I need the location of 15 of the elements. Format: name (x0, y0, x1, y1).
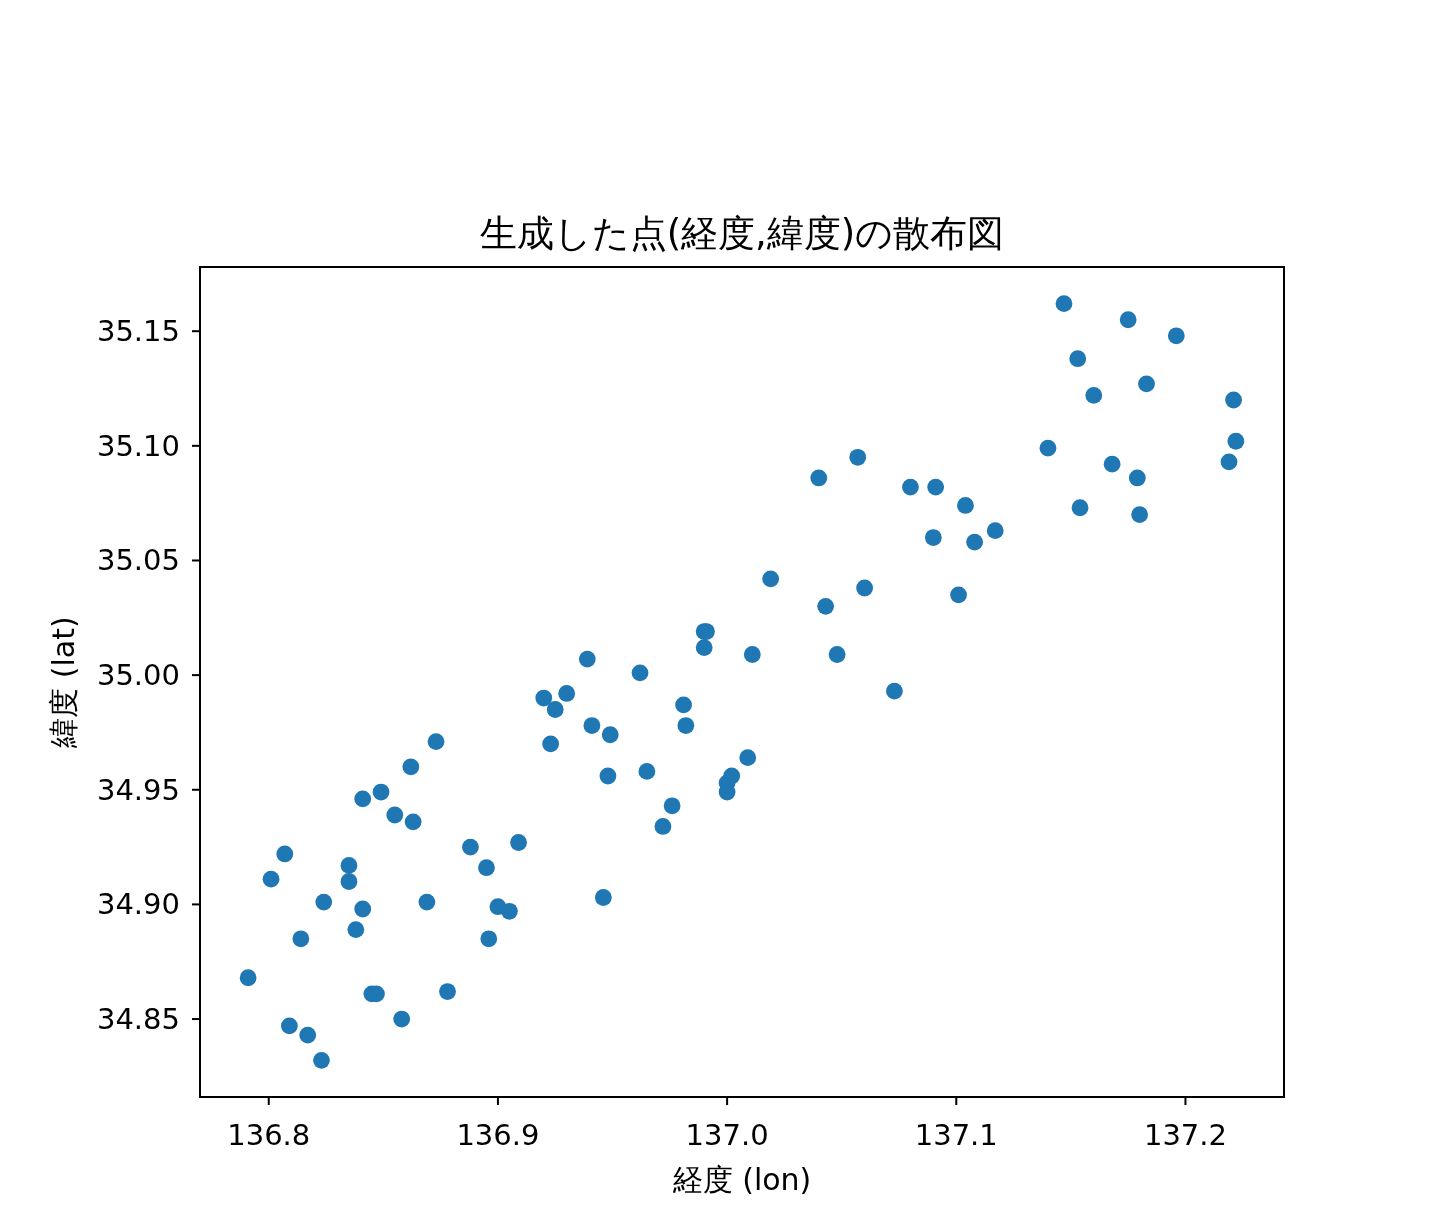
y-tick-label: 34.85 (96, 1002, 180, 1037)
y-tick-label: 35.15 (96, 314, 180, 349)
y-tick-label: 35.00 (96, 658, 180, 693)
y-axis-title: 緯度 (lat) (46, 616, 81, 748)
x-tick-label: 136.8 (227, 1118, 311, 1152)
x-axis-title: 経度 (lon) (672, 1162, 812, 1197)
y-tick-label: 34.90 (96, 887, 180, 922)
x-tick-label: 137.1 (914, 1118, 998, 1152)
x-tick-label: 137.0 (685, 1118, 769, 1152)
title: 生成した点(経度,緯度)の散布図 (479, 212, 1005, 255)
x-tick-label: 136.9 (456, 1118, 540, 1152)
y-tick-label: 35.10 (96, 428, 180, 463)
x-tick-label: 137.2 (1143, 1118, 1227, 1152)
y-tick-label: 34.95 (96, 772, 180, 807)
y-tick-label: 35.05 (96, 543, 180, 578)
